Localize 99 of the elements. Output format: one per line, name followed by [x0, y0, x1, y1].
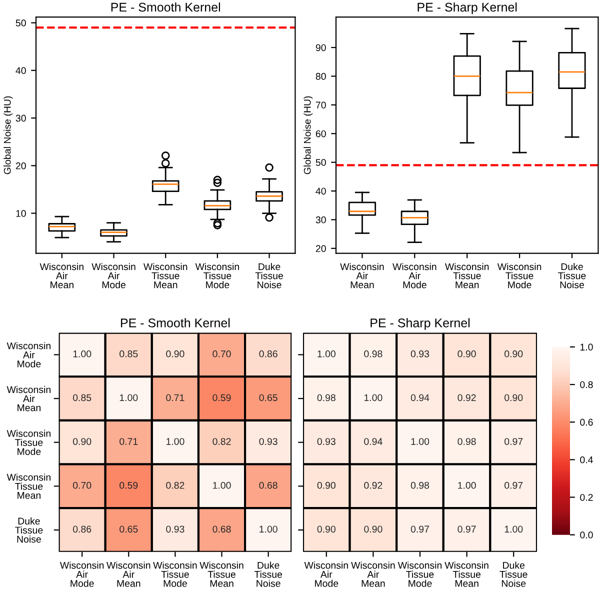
data-label: 0.65: [259, 394, 278, 402]
data-label: 0.94: [364, 438, 382, 445]
data-label: 0.90: [504, 394, 523, 402]
chart-title: PE - Sharp Kernel: [370, 318, 470, 330]
data-label: 1.00: [260, 526, 278, 533]
y-tick-label: Wisconsin Tissue Mean: [6, 474, 50, 499]
x-tick-label: Duke Tissue Noise: [255, 262, 283, 288]
data-label: 1.00: [504, 526, 523, 533]
data-label: 0.90: [364, 526, 382, 533]
x-tick-label: Wisconsin Air Mean: [340, 262, 384, 288]
data-label: 0.86: [259, 350, 278, 358]
data-label: 1.00: [318, 350, 336, 358]
x-tick-label: Wisconsin Tissue Mode: [398, 562, 442, 587]
x-tick-label: Wisconsin Air Mean: [106, 562, 150, 587]
y-tick-label: 10: [16, 210, 26, 217]
x-tick-label: Wisconsin Tissue Mode: [153, 562, 197, 587]
y-tick-label: 30: [16, 114, 26, 122]
data-label: 0.85: [120, 350, 138, 358]
data-label: 0.59: [120, 482, 138, 489]
chart-title: PE - Smooth Kernel: [111, 2, 220, 12]
color-bar-label: 0.8: [580, 381, 593, 388]
y-tick-label: 50: [316, 159, 326, 166]
color-bar-label: 0.4: [580, 456, 593, 464]
data-label: 0.93: [166, 526, 184, 533]
y-tick-label: 40: [16, 67, 26, 74]
x-tick-label: Duke Tissue Noise: [254, 562, 282, 587]
data-label: 1.00: [166, 438, 184, 445]
x-tick-label: Wisconsin Tissue Mean: [143, 262, 188, 288]
data-label: 1.00: [213, 482, 231, 489]
data-label: 0.68: [259, 482, 278, 489]
x-tick-label: Wisconsin Air Mean: [351, 562, 395, 587]
y-tick-label: 20: [16, 162, 26, 170]
y-tick-label: 80: [316, 72, 326, 80]
color-bar-label: 1.0: [580, 344, 593, 351]
data-label: 1.00: [73, 350, 92, 358]
data-label: 0.59: [212, 394, 231, 402]
data-label: 0.93: [410, 350, 430, 358]
data-label: 0.90: [73, 438, 92, 445]
data-label: 0.70: [73, 482, 92, 489]
data-label: 0.71: [166, 394, 184, 402]
data-label: 0.97: [410, 526, 429, 533]
data-label: 0.85: [73, 394, 92, 402]
data-label: 0.65: [120, 526, 138, 533]
y-tick-label: 60: [316, 130, 326, 138]
data-label: 0.70: [212, 350, 231, 358]
y-tick-label: Wisconsin Tissue Mode: [6, 430, 50, 456]
y-tick-label: 90: [316, 44, 326, 52]
data-label: 0.97: [504, 482, 523, 489]
y-tick-label: 30: [316, 216, 326, 224]
x-tick-label: Duke Tissue Noise: [500, 562, 528, 587]
data-label: 1.00: [120, 394, 138, 402]
y-tick-label: 50: [16, 20, 26, 26]
chart-title: PE - Sharp Kernel: [418, 2, 517, 14]
color-bar-label: 0.6: [580, 418, 593, 426]
data-label: 0.90: [458, 350, 476, 358]
data-label: 0.98: [317, 394, 336, 402]
data-label: 0.94: [410, 394, 430, 402]
data-label: 0.92: [458, 394, 476, 402]
data-label: 0.98: [364, 350, 382, 358]
y-tick-label: 40: [316, 188, 326, 195]
data-label: 0.68: [212, 526, 231, 533]
data-label: 1.00: [411, 438, 430, 445]
x-tick-label: Wisconsin Tissue Mean: [444, 262, 489, 288]
data-label: 0.98: [458, 438, 476, 445]
data-label: 0.90: [166, 350, 184, 358]
color-bar-label: 0.0: [580, 532, 593, 538]
data-label: 0.97: [458, 526, 476, 533]
y-tick-label: Wisconsin Air Mean: [6, 386, 50, 412]
data-label: 0.90: [317, 482, 336, 489]
data-label: 0.90: [504, 350, 523, 358]
data-label: 0.71: [120, 438, 138, 445]
data-label: 0.92: [364, 482, 382, 489]
chart-title: PE - Smooth Kernel: [120, 318, 230, 328]
x-tick-label: Wisconsin Air Mode: [392, 262, 436, 288]
data-label: 1.00: [364, 394, 382, 402]
color-bar-label: 0.2: [580, 494, 593, 501]
y-axis-title: Global Noise (HU): [304, 96, 313, 174]
data-label: 0.86: [73, 526, 92, 533]
data-label: 0.82: [212, 438, 231, 445]
data-label: 0.93: [317, 438, 336, 445]
y-tick-label: Duke Tissue Noise: [15, 517, 43, 543]
x-tick-label: Wisconsin Tissue Mean: [444, 562, 488, 587]
x-tick-label: Wisconsin Air Mean: [40, 262, 84, 288]
data-label: 0.82: [166, 482, 184, 489]
x-tick-label: Wisconsin Tissue Mode: [497, 262, 542, 288]
data-label: 1.00: [458, 482, 476, 489]
x-tick-label: Wisconsin Air Mode: [92, 262, 136, 288]
x-tick-label: Wisconsin Tissue Mode: [195, 262, 239, 288]
data-label: 0.93: [259, 438, 278, 445]
x-tick-label: Wisconsin Air Mode: [60, 562, 104, 587]
data-label: 0.98: [410, 482, 430, 489]
y-tick-label: 70: [316, 102, 326, 109]
y-tick-label: 20: [316, 245, 326, 252]
data-label: 0.90: [317, 526, 336, 533]
y-tick-label: Wisconsin Air Mode: [6, 342, 50, 368]
x-tick-label: Wisconsin Tissue Mean: [200, 562, 244, 587]
y-axis-title: Global Noise (HU): [4, 96, 13, 174]
data-label: 0.97: [504, 438, 523, 445]
x-tick-label: Duke Tissue Noise: [558, 262, 586, 288]
